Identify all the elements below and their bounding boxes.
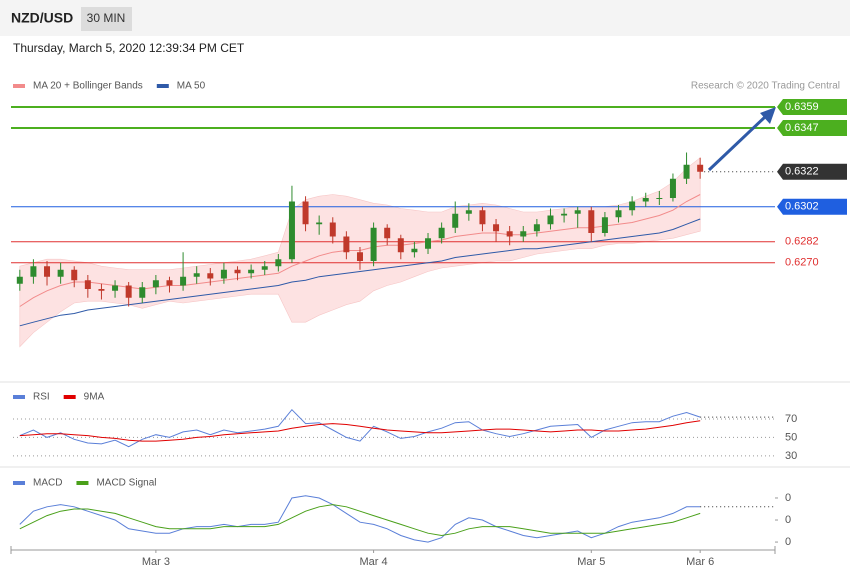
y-tick-label: 0	[785, 492, 791, 504]
legend-label: MA 20 + Bollinger Bands	[33, 81, 143, 92]
candle-body	[356, 252, 363, 261]
candle-body	[16, 276, 23, 284]
credit: Research © 2020 Trading Central	[691, 81, 840, 92]
legend-label: MA 50	[177, 81, 206, 92]
candle-body	[302, 201, 309, 225]
candle-body	[561, 213, 568, 216]
candle-body	[139, 287, 146, 298]
y-tick-label: 50	[785, 431, 797, 443]
level-label: 0.6322	[785, 166, 819, 178]
level-badge	[777, 99, 847, 115]
legend-label: MACD	[33, 478, 62, 489]
candle-body	[425, 238, 432, 249]
legend-swatch	[156, 84, 169, 88]
level-badge	[777, 198, 847, 215]
y-tick-label: 0	[785, 536, 791, 548]
candle-body	[261, 266, 268, 270]
candle-body	[98, 289, 105, 291]
candle-body	[588, 210, 595, 233]
candle-body	[533, 224, 540, 232]
y-tick-label: 30	[785, 450, 797, 462]
candle-body	[629, 201, 636, 211]
series-line	[19, 408, 701, 448]
candle-body	[642, 198, 649, 202]
level-label: 0.6282	[785, 236, 819, 248]
candle-body	[329, 222, 336, 237]
candle-body	[493, 224, 500, 232]
candle-body	[465, 210, 472, 214]
candle-body	[84, 280, 91, 289]
candle-body	[207, 273, 214, 279]
candle-body	[220, 269, 227, 279]
forecast-arrowhead	[760, 107, 776, 124]
candle-body	[506, 231, 513, 237]
header-bar	[0, 0, 850, 36]
forecast-arrow	[707, 114, 768, 172]
level-label: 0.6302	[785, 201, 819, 213]
candle-body	[370, 227, 377, 261]
candle-body	[452, 213, 459, 228]
symbol: NZD/USD	[11, 10, 73, 26]
candle-body	[411, 248, 418, 253]
legend-swatch	[13, 481, 25, 485]
x-tick-label: Mar 4	[360, 556, 388, 568]
level-badge	[777, 163, 847, 180]
candle-body	[697, 164, 704, 172]
candle-body	[316, 222, 323, 225]
interval: 30 MIN	[87, 11, 126, 25]
candle-body	[438, 227, 445, 239]
candle-body	[656, 198, 663, 199]
y-tick-label: 0	[785, 514, 791, 526]
legend-swatch	[63, 395, 76, 399]
candle-body	[248, 269, 255, 274]
interval-badge	[81, 7, 132, 31]
series-line	[19, 420, 701, 442]
x-tick-label: Mar 5	[577, 556, 605, 568]
plot-area: Mar 3 Mar 4 Mar 5 Mar 6 Research © 2020 Trad…	[11, 81, 847, 568]
candle-body	[384, 227, 391, 239]
legend-label: RSI	[33, 392, 50, 403]
candle-body	[57, 269, 64, 277]
candle-body	[520, 231, 527, 237]
candle-body	[683, 164, 690, 179]
candle-body	[479, 210, 486, 225]
timestamp: Thursday, March 5, 2020 12:39:34 PM CET	[13, 41, 245, 55]
level-label: 0.6270	[785, 257, 819, 269]
legend-label: MACD Signal	[96, 478, 156, 489]
level-badge	[777, 120, 847, 136]
candle-body	[343, 236, 350, 253]
candle-body	[193, 273, 200, 277]
series-line	[19, 495, 701, 543]
legend-swatch	[13, 395, 25, 399]
candle-body	[152, 280, 159, 288]
candle-body	[166, 280, 173, 286]
candle-body	[601, 217, 608, 233]
candle-body	[44, 266, 51, 277]
candle-body	[397, 238, 404, 253]
candle-body	[234, 269, 241, 274]
level-label: 0.6359	[785, 101, 819, 113]
candle-body	[112, 285, 119, 291]
candle-body	[615, 210, 622, 218]
legend-swatch	[76, 481, 89, 485]
candle-body	[288, 201, 295, 260]
candle-body	[125, 285, 132, 298]
candle-body	[669, 178, 676, 198]
series-line	[19, 504, 701, 537]
legend-label: 9MA	[84, 392, 105, 403]
x-tick-label: Mar 3	[142, 556, 170, 568]
legend-swatch	[13, 84, 25, 88]
candle-body	[547, 215, 554, 225]
y-tick-label: 70	[785, 413, 797, 425]
level-label: 0.6347	[785, 122, 819, 134]
x-tick-label: Mar 6	[686, 556, 714, 568]
candle-body	[574, 210, 581, 214]
candle-body	[180, 276, 187, 286]
candle-body	[275, 259, 282, 267]
candle-body	[30, 266, 37, 277]
ma-line	[19, 218, 701, 327]
candle-body	[71, 269, 78, 281]
